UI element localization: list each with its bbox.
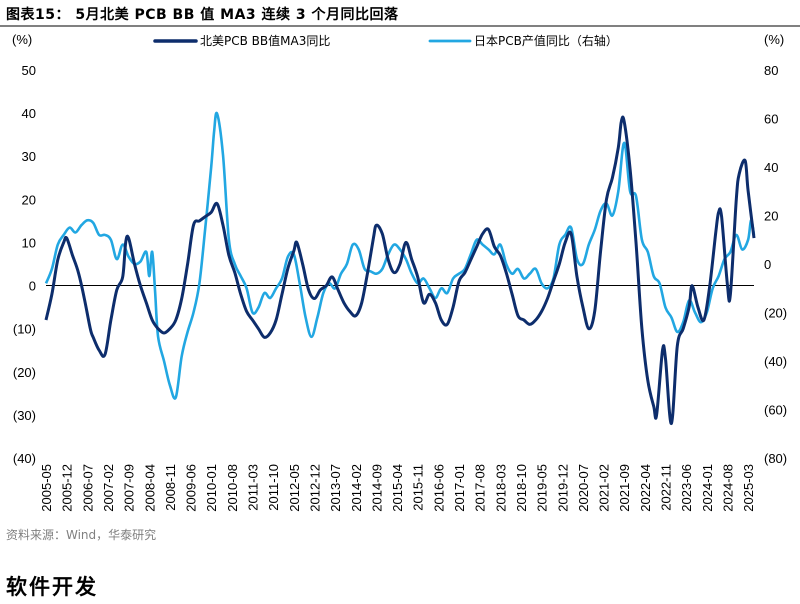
right-axis-ticks: 80 60 40 20 0 (20) (40) (60) (80) (764, 63, 787, 466)
left-tick-label: 20 (22, 192, 36, 207)
series-line-na-pcb-bb (44, 115, 756, 426)
series-line-japan-pcb (44, 111, 756, 400)
x-tick-label: 2020-07 (576, 464, 591, 512)
left-axis-unit: (%) (12, 32, 32, 47)
x-tick-label: 2011-10 (266, 464, 281, 511)
left-tick-label: (20) (13, 365, 36, 380)
x-tick-label: 2024-08 (720, 464, 735, 512)
right-tick-label: (60) (764, 403, 787, 418)
x-tick-label: 2008-04 (142, 464, 157, 512)
x-tick-label: 2024-01 (700, 464, 715, 512)
x-axis-ticks: 2005-05 2005-12 2006-07 2007-02 2007-09 2008-… (39, 464, 756, 512)
x-tick-label: 2006-07 (80, 464, 95, 512)
x-tick-label: 2009-06 (184, 464, 199, 512)
legend: 北美PCB BB值MA3同比 日本PCB产值同比（右轴） (153, 33, 618, 48)
left-tick-label: 10 (22, 235, 36, 250)
right-tick-label: 60 (764, 112, 778, 127)
x-tick-label: 2005-12 (60, 464, 75, 512)
x-tick-label: 2018-10 (514, 464, 529, 512)
left-axis-ticks: 50 40 30 20 10 0 (10) (20) (30) (40) (13, 63, 36, 466)
x-tick-label: 2017-08 (473, 464, 488, 512)
x-tick-label: 2007-09 (122, 464, 137, 512)
x-tick-label: 2015-11 (411, 464, 426, 511)
x-tick-label: 2014-09 (369, 464, 384, 512)
legend-label-jp: 日本PCB产值同比（右轴） (474, 33, 618, 48)
x-tick-label: 2012-05 (287, 464, 302, 512)
x-tick-label: 2013-07 (328, 464, 343, 512)
x-tick-label: 2016-06 (431, 464, 446, 512)
x-tick-label: 2022-04 (638, 464, 653, 512)
x-tick-label: 2019-05 (535, 464, 550, 512)
x-tick-label: 2010-01 (204, 464, 219, 512)
source-note: 资料来源：Wind，华泰研究 (6, 528, 157, 542)
left-tick-label: (10) (13, 322, 36, 337)
left-tick-label: 30 (22, 149, 36, 164)
x-tick-label: 2025-03 (741, 464, 756, 512)
right-tick-label: (80) (764, 451, 787, 466)
left-tick-label: 50 (22, 63, 36, 78)
left-tick-label: (30) (13, 408, 36, 423)
x-tick-label: 2019-12 (555, 464, 570, 512)
x-tick-label: 2014-02 (349, 464, 364, 512)
x-tick-label: 2017-01 (452, 464, 467, 512)
section-heading: 软件开发 (6, 575, 98, 599)
right-tick-label: 80 (764, 63, 778, 78)
x-tick-label: 2015-04 (390, 464, 405, 512)
x-tick-label: 2012-12 (307, 464, 322, 512)
x-tick-label: 2010-08 (225, 464, 240, 512)
x-tick-label: 2021-02 (597, 464, 612, 512)
right-tick-label: 0 (764, 257, 771, 272)
right-tick-label: (20) (764, 306, 787, 321)
legend-label-na: 北美PCB BB值MA3同比 (200, 33, 330, 48)
right-tick-label: 40 (764, 160, 778, 175)
x-tick-label: 2005-05 (39, 464, 54, 512)
right-tick-label: (40) (764, 354, 787, 369)
x-tick-label: 2021-09 (617, 464, 632, 512)
x-tick-label: 2023-06 (679, 464, 694, 512)
x-tick-label: 2008-11 (163, 464, 178, 511)
x-tick-label: 2018-03 (493, 464, 508, 512)
right-tick-label: 20 (764, 209, 778, 224)
x-tick-label: 2022-11 (659, 464, 674, 511)
left-tick-label: (40) (13, 451, 36, 466)
left-tick-label: 0 (29, 279, 36, 294)
left-tick-label: 40 (22, 106, 36, 121)
right-axis-unit: (%) (764, 32, 784, 47)
figure-title: 图表15： 5月北美 PCB BB 值 MA3 连续 3 个月同比回落 (6, 7, 399, 23)
x-tick-label: 2011-03 (246, 464, 261, 511)
x-tick-label: 2007-02 (101, 464, 116, 512)
